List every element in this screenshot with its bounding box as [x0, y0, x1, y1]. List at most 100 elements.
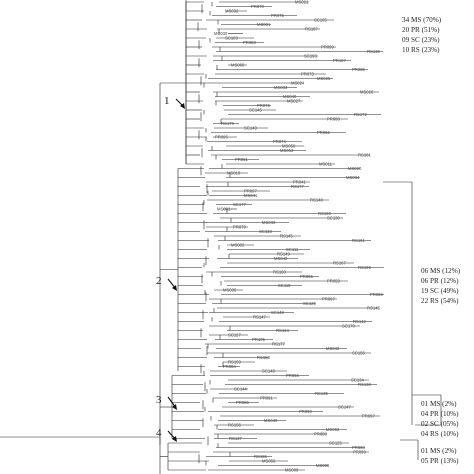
leaf-label: MS032 [225, 9, 239, 14]
arrow-head-icon [180, 103, 185, 109]
leaf-label: SC129 [303, 301, 316, 306]
leaf-label: PR065 [300, 274, 313, 279]
leaf-label: MS019 [227, 171, 241, 176]
leaf-label: RS177 [291, 184, 304, 189]
leaf-label: RS167 [333, 261, 346, 266]
leaf-label: MS050 [262, 459, 276, 464]
leaf-label: MS060 [231, 63, 245, 68]
leaf-label: PR080 [327, 117, 340, 122]
leaf-label: PR087 [322, 297, 335, 302]
leaf-label: SC193 [304, 54, 317, 59]
leaf-label: MS002 [231, 243, 245, 248]
leaf-label: PR066 [286, 373, 299, 378]
leaf-label: MS062 [326, 427, 340, 432]
leaf-label: RS155 [254, 454, 267, 459]
leaf-label: PR097 [362, 414, 375, 419]
leaf-label: SC177 [233, 202, 246, 207]
leaf-label: SC111 [286, 247, 299, 252]
leaf-label: MS043 [326, 346, 340, 351]
leaf-label: RS187 [305, 27, 318, 32]
cluster-arrows [167, 98, 185, 442]
leaf-label: MS035 [223, 288, 237, 293]
leaf-label: MS040 [262, 220, 276, 225]
leaf-label: PR084 [223, 364, 236, 369]
leaf-label: PR041 [293, 180, 306, 185]
leaf-label: MS040 [283, 94, 297, 99]
leaf-label: PR081 [235, 157, 248, 162]
leaf-label: PR070 [251, 4, 264, 9]
leaf-label: RS142 [353, 319, 366, 324]
leaf-label: PR076 [257, 103, 270, 108]
cluster-1-count: 34 MS (70%) [402, 16, 442, 24]
arrow-head-icon [172, 285, 177, 291]
leaf-labels: MS021 PR070 MS032 PR075 SC105 MS001 RS187 MS030… [214, 0, 383, 473]
leaf-label: SC103 [225, 36, 238, 41]
leaf-label: PR095 [215, 135, 228, 140]
leaf-label: SC130 [327, 216, 340, 221]
leaf-label: RS179 [221, 121, 234, 126]
arrow-head-icon [172, 436, 177, 442]
leaf-label: PR107 [333, 58, 346, 63]
leaf-label: PR079 [233, 225, 246, 230]
cluster-3-count: 02 SC (05%) [421, 420, 459, 428]
leaf-label: SC145 [249, 108, 262, 113]
leaf-label: MS027 [287, 99, 301, 104]
cluster-number-2: 2 [156, 275, 162, 287]
leaf-label: RS177 [272, 342, 285, 347]
cluster-2-count: 19 SC (49%) [421, 287, 459, 295]
leaf-label: MS026 [360, 90, 374, 95]
leaf-label: MS001 [217, 207, 231, 212]
leaf-label: RS159 [228, 360, 241, 365]
leaf-label: MS008 [316, 463, 330, 468]
leaf-label: MS020 [348, 166, 362, 171]
leaf-label: RS181 [358, 153, 371, 158]
leaf-label: PR090 [299, 409, 312, 414]
leaf-label: SC144 [234, 387, 247, 392]
leaf-label: RS137 [229, 436, 242, 441]
leaf-label: PR093 [352, 445, 365, 450]
leaf-label: PR099 [353, 450, 366, 455]
dendrogram-tree [0, 0, 442, 474]
leaf-label: RS138 [358, 382, 371, 387]
cluster-2-count: 22 RS (54%) [421, 297, 459, 305]
leaf-label: RS160 [273, 270, 286, 275]
leaf-label: SC133 [259, 229, 272, 234]
leaf-label: RS161 [352, 238, 365, 243]
leaf-label: PR066 [317, 130, 330, 135]
cluster-number-4: 4 [156, 427, 162, 439]
leaf-label: SC148 [262, 369, 275, 374]
leaf-label: SC125 [329, 441, 342, 446]
leaf-label: MS050 [282, 144, 296, 149]
leaf-label: RS149 [277, 252, 290, 257]
leaf-label: SC170 [342, 324, 355, 329]
leaf-label: RS147 [253, 315, 266, 320]
cluster-1-count: 10 RS (23%) [402, 46, 440, 54]
leaf-label: PR083 [243, 40, 256, 45]
leaf-label: SC127 [228, 333, 241, 338]
leaf-label: PR074 [273, 139, 286, 144]
leaf-label: PR073 [301, 72, 314, 77]
leaf-label: RS196 [358, 265, 371, 270]
leaf-label: MS033 [274, 85, 288, 90]
leaf-label: MS030 [214, 31, 228, 36]
leaf-label: RS172 [354, 112, 367, 117]
cluster-annotations: 1 34 MS (70%) 20 PR (51%) 09 SC (23%) 10 RS … [156, 16, 461, 465]
leaf-label: MS011 [319, 162, 333, 167]
arrow-head-icon [172, 404, 177, 410]
leaf-label: MS001 [257, 22, 271, 27]
leaf-label: RS145 [367, 306, 380, 311]
leaf-label: MS053 [280, 148, 294, 153]
leaf-label: SC105 [314, 18, 327, 23]
leaf-label: MS034 [346, 175, 360, 180]
cluster-2-count: 06 MS (12%) [421, 267, 461, 275]
cluster-4-count: 05 PR (13%) [421, 457, 459, 465]
leaf-label: RS135 [315, 391, 328, 396]
leaf-label: RS156 [228, 423, 241, 428]
leaf-label: SC143 [244, 126, 257, 131]
leaf-label: PR097 [244, 189, 257, 194]
leaf-label: PR086 [236, 400, 249, 405]
leaf-label: MS025 [317, 76, 331, 81]
cluster-1-count: 20 PR (51%) [402, 26, 440, 34]
leaf-label: MS042 [274, 256, 288, 261]
